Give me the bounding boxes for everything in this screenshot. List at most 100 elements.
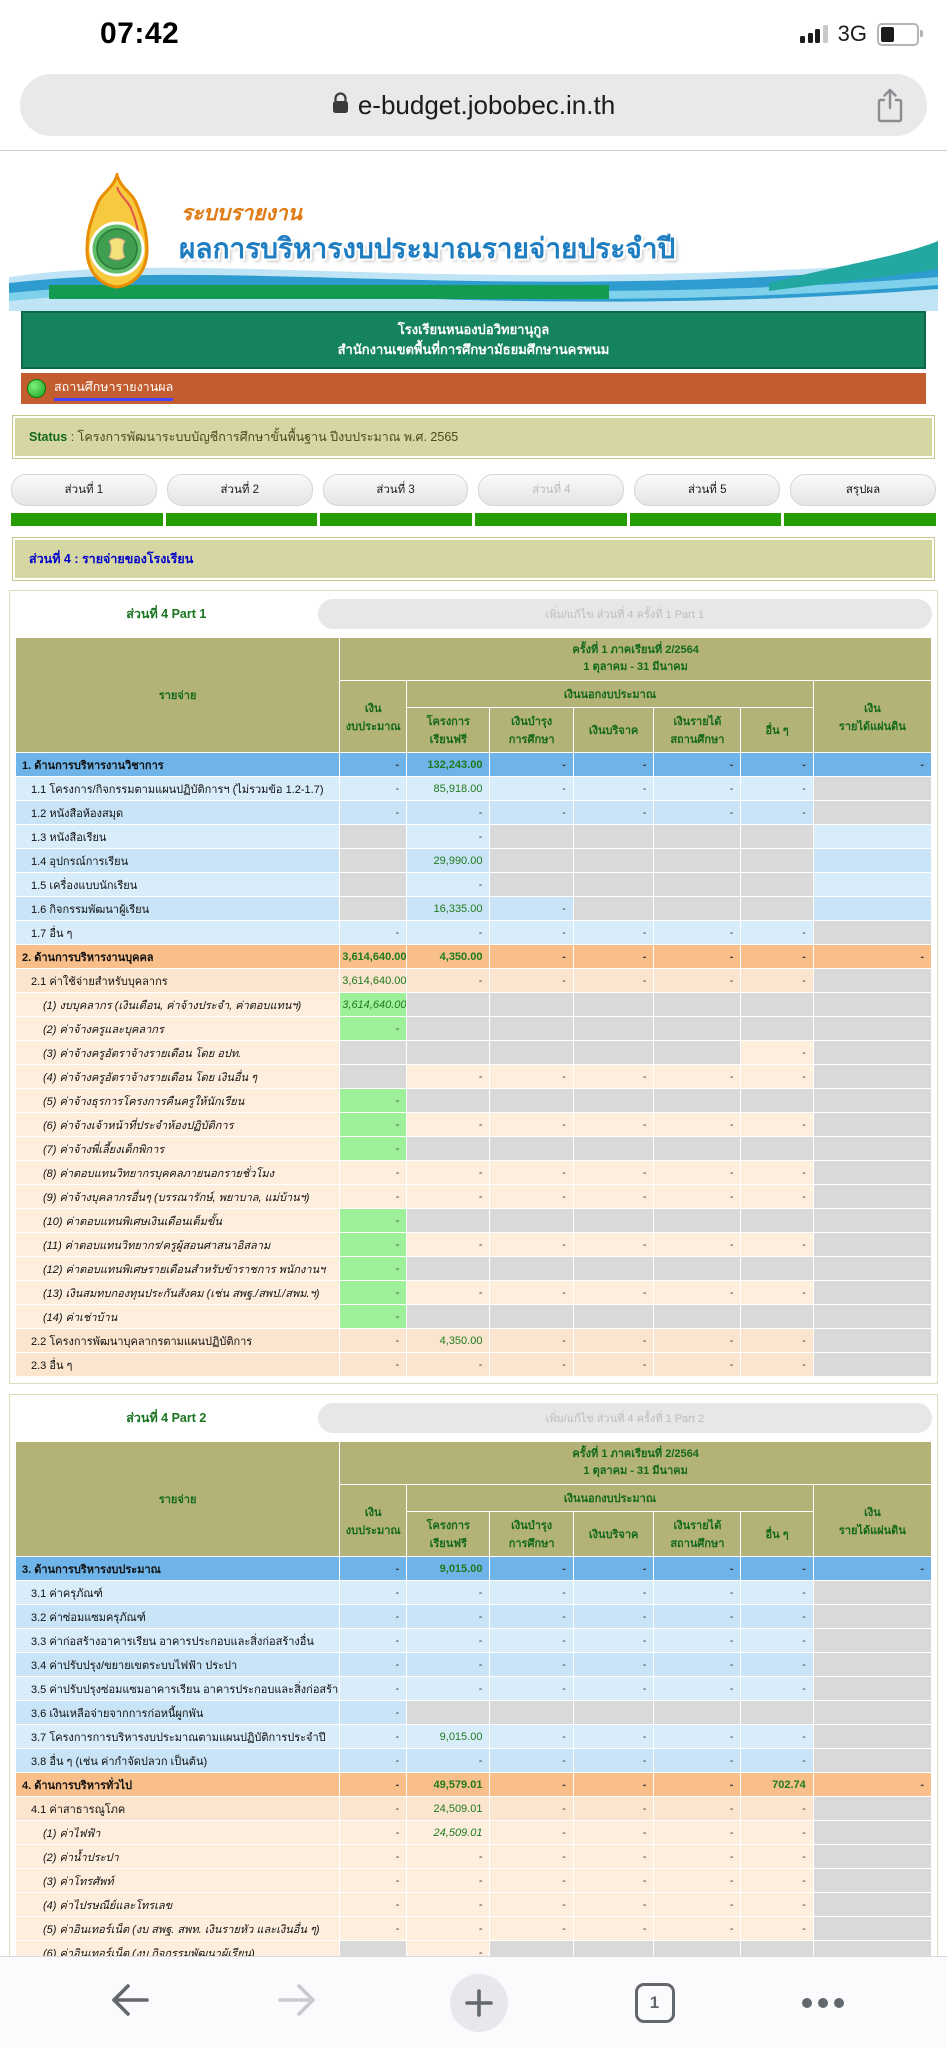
part-edit-button[interactable]: เพิ่ม/แก้ไข ส่วนที่ 4 ครั้งที่ 1 Part 2 xyxy=(317,1403,932,1434)
row-label: 1.5 เครื่องแบบนักเรียน xyxy=(14,872,341,898)
period-header: ครั้งที่ 1 ภาคเรียนที่ 2/2564 1 ตุลาคม - … xyxy=(339,1441,932,1486)
cell: - xyxy=(653,1064,742,1090)
cell xyxy=(489,992,574,1018)
tab-section-2[interactable]: ส่วนที่ 2 xyxy=(166,474,313,507)
table-row: 3.3 ค่าก่อสร้างอาคารเรียน อาคารประกอบและ… xyxy=(14,1628,933,1654)
cell xyxy=(572,1208,655,1234)
cell: - xyxy=(572,1820,655,1846)
subcol-1: โครงการ เรียนฟรี xyxy=(406,1511,491,1558)
cell: - xyxy=(572,1184,655,1210)
row-label: (11) ค่าตอบแทนวิทยากร/ครูผู้สอนศาสนาอิสล… xyxy=(14,1232,341,1258)
row-label: (3) ค่าจ้างครูอัตราจ้างรายเดือน โดย อปท. xyxy=(14,1040,341,1066)
address-bar[interactable]: e-budget.jobobec.in.th xyxy=(20,74,927,136)
table-row: 3.1 ค่าครุภัณฑ์ - - - - - - xyxy=(14,1580,933,1606)
cell xyxy=(740,1208,814,1234)
cell: - xyxy=(339,1304,408,1330)
col-group-nonbudget: เงินนอกงบประมาณ xyxy=(406,1484,814,1513)
cell: - xyxy=(572,1868,655,1894)
cell: - xyxy=(339,920,408,946)
tab-section-5[interactable]: ส่วนที่ 5 xyxy=(634,474,781,507)
cell: - xyxy=(339,1088,408,1114)
row-label: (7) ค่าจ้างพี่เลี้ยงเด็กพิการ xyxy=(14,1136,341,1162)
row-label: 1.4 อุปกรณ์การเรียน xyxy=(14,848,341,874)
cell: - xyxy=(572,752,655,778)
table-row: 1.3 หนังสือเรียน - xyxy=(14,824,933,850)
table-row: 3.5 ค่าปรับปรุงซ่อมแซมอาคารเรียน อาคารปร… xyxy=(14,1676,933,1702)
cell: - xyxy=(406,824,491,850)
cell: - xyxy=(740,1892,814,1918)
cell: - xyxy=(406,1580,491,1606)
cell: 9,015.00 xyxy=(406,1556,491,1582)
share-icon[interactable] xyxy=(875,88,905,129)
tab-section-1[interactable]: ส่วนที่ 1 xyxy=(11,474,157,507)
moe-logo xyxy=(81,169,153,296)
cell: - xyxy=(653,1556,742,1582)
cell: - xyxy=(489,1604,574,1630)
cell: - xyxy=(572,1112,655,1138)
cell xyxy=(740,824,814,850)
table-row: (1) ค่าไฟฟ้า -24,509.01- - - - xyxy=(14,1820,933,1846)
cell: - xyxy=(740,1328,814,1354)
cell: - xyxy=(740,1748,814,1774)
cell: - xyxy=(406,1916,491,1942)
cell xyxy=(653,1016,742,1042)
cell: - xyxy=(572,920,655,946)
cell: 3,614,640.00 xyxy=(339,968,408,994)
cell: - xyxy=(740,1868,814,1894)
cell xyxy=(572,1700,655,1726)
cell: - xyxy=(572,1748,655,1774)
tab-section-3[interactable]: ส่วนที่ 3 xyxy=(322,474,469,507)
status-text: : โครงการพัฒนาระบบบัญชีการศึกษาขั้นพื้นฐ… xyxy=(70,430,459,445)
cell: - xyxy=(339,1748,408,1774)
banner-title: ผลการบริหารงบประมาณรายจ่ายประจำปี xyxy=(179,233,676,264)
back-icon[interactable] xyxy=(104,1981,150,2024)
ios-status-bar: 07:42 3G xyxy=(0,0,947,62)
cell: - xyxy=(740,1628,814,1654)
part-edit-button[interactable]: เพิ่ม/แก้ไข ส่วนที่ 4 ครั้งที่ 1 Part 1 xyxy=(317,599,932,630)
cell: - xyxy=(406,1160,491,1186)
cell: - xyxy=(740,1652,814,1678)
part-2-section: ส่วนที่ 4 Part 2 เพิ่ม/แก้ไข ส่วนที่ 4 ค… xyxy=(9,1394,938,2048)
table-header: รายจ่าย ครั้งที่ 1 ภาคเรียนที่ 2/2564 1 ต… xyxy=(14,1441,933,1558)
cell: - xyxy=(489,1556,574,1582)
row-label: 3.7 โครงการการบริหารงบประมาณตามแผนปฏิบัต… xyxy=(14,1724,341,1750)
cell: - xyxy=(653,1232,742,1258)
cell: - xyxy=(489,1184,574,1210)
cell: 4,350.00 xyxy=(406,944,491,970)
cell: - xyxy=(489,1652,574,1678)
table-row: (8) ค่าตอบแทนวิทยากรบุคคลภายนอกรายชั่วโม… xyxy=(14,1160,933,1186)
row-label: (9) ค่าจ้างบุคลากรอื่นๆ (บรรณารักษ์, พยา… xyxy=(14,1184,341,1210)
cell xyxy=(812,1160,933,1186)
cell xyxy=(812,1796,933,1822)
cell: - xyxy=(812,1772,933,1798)
table-row: 1.7 อื่น ๆ------ xyxy=(14,920,933,946)
tabs-button[interactable]: 1 xyxy=(634,1982,675,2023)
table-row: (5) ค่าจ้างธุรการโครงการคืนครูให้นักเรีย… xyxy=(14,1088,933,1114)
cell xyxy=(740,1016,814,1042)
col-budget-money: เงิน งบประมาณ xyxy=(339,1484,408,1558)
expense-column-header: รายจ่าย xyxy=(14,637,341,754)
cell xyxy=(406,1208,491,1234)
cell: - xyxy=(740,800,814,826)
tab-section-6[interactable]: สรุปผล xyxy=(790,474,936,507)
new-tab-button[interactable] xyxy=(449,1973,508,2032)
cell: - xyxy=(339,1820,408,1846)
more-icon[interactable] xyxy=(801,1997,844,2008)
tab-section-4: ส่วนที่ 4 xyxy=(478,474,625,507)
cell xyxy=(812,1232,933,1258)
cell: - xyxy=(572,1604,655,1630)
cell: - xyxy=(406,1184,491,1210)
row-label: 2. ด้านการบริหารงานบุคคล xyxy=(14,944,341,970)
table-row: 3.8 อื่น ๆ (เช่น ค่ากำจัดปลวก เป็นต้น) - -… xyxy=(14,1748,933,1774)
table-row: 1.4 อุปกรณ์การเรียน 29,990.00 xyxy=(14,848,933,874)
cell: 29,990.00 xyxy=(406,848,491,874)
cell: - xyxy=(489,1676,574,1702)
subcol-1: โครงการ เรียนฟรี xyxy=(406,707,491,754)
forward-icon[interactable] xyxy=(277,1981,323,2024)
cell xyxy=(812,800,933,826)
url-text: e-budget.jobobec.in.th xyxy=(357,89,616,120)
browser-toolbar: 1 xyxy=(0,1956,947,2048)
subcol-3: เงินบริจาค xyxy=(572,1511,655,1558)
cell xyxy=(406,1040,491,1066)
cell xyxy=(572,1016,655,1042)
